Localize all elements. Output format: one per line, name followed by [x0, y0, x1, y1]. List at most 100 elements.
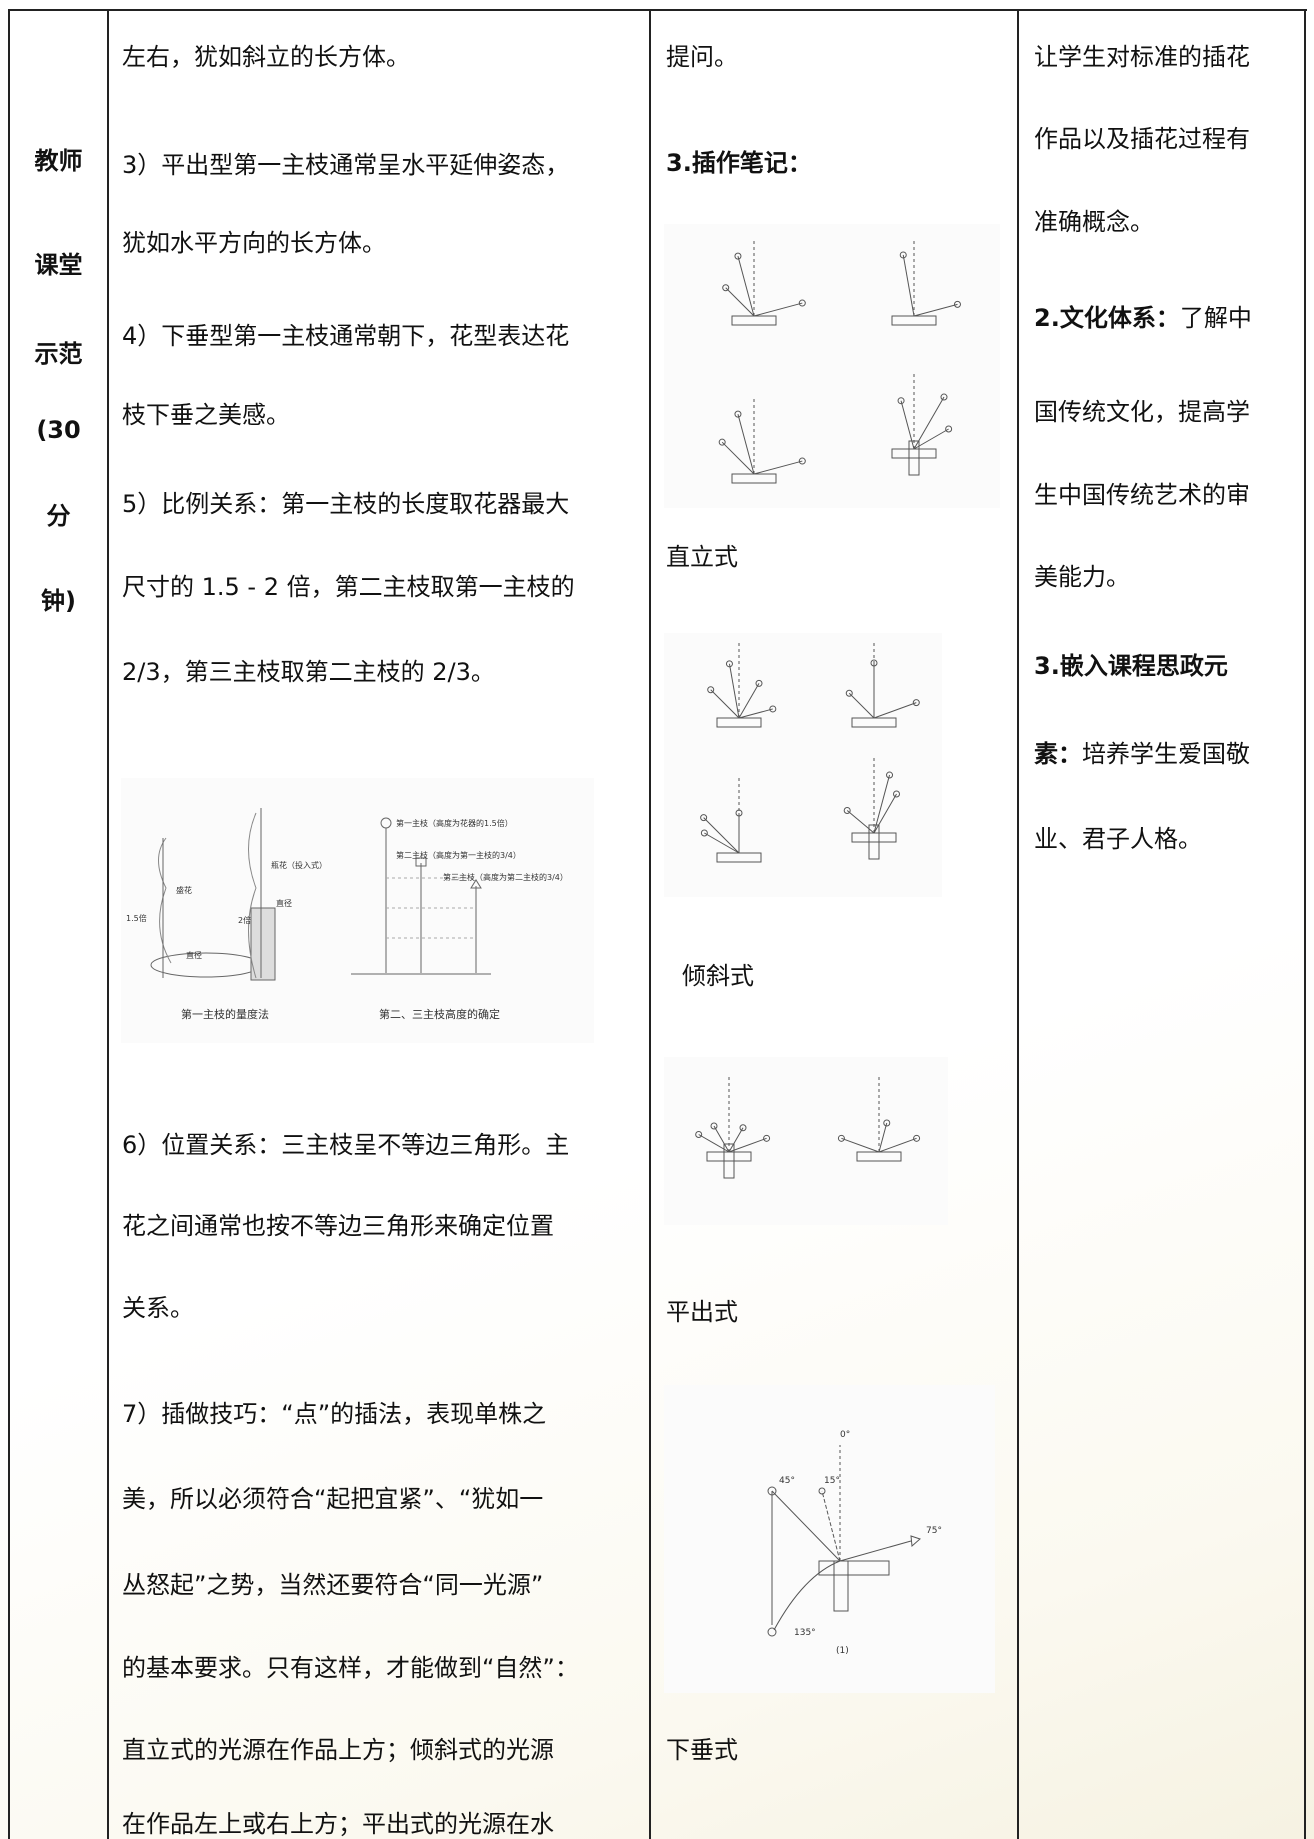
text-line: 国传统文化，提高学 [1034, 397, 1250, 427]
figure-label: 直径 [276, 898, 292, 908]
figure-shape [763, 1134, 771, 1142]
figure-shape [734, 252, 742, 260]
figure-label: 第一主枝（高度为花器的1.5倍） [396, 818, 513, 828]
text-run: 业、君子人格。 [1034, 825, 1202, 854]
figure-shape [891, 448, 937, 459]
text-line: 3.插作笔记： [666, 148, 812, 178]
figure-shape [848, 692, 875, 719]
text-line: (30 [36, 416, 81, 445]
figure-shape [250, 907, 276, 981]
figure-shape [870, 659, 878, 667]
figure-label: 直径 [186, 950, 202, 960]
text-line: 平出式 [666, 1297, 738, 1327]
figure-shape [873, 702, 917, 719]
table-border [107, 9, 109, 1839]
figure-shape [470, 879, 482, 889]
figure-shape [755, 679, 763, 687]
figure-shape [886, 771, 894, 779]
figure-shape [753, 460, 803, 475]
figure-label: 2倍 [238, 915, 251, 925]
figure-shape [707, 686, 715, 694]
text-line: 美，所以必须符合“起把宜紧”、“犹如一 [122, 1485, 544, 1514]
figure-shape [878, 1137, 917, 1153]
text-line: 左右，犹如斜立的长方体。 [122, 42, 410, 71]
figure-shape [798, 299, 806, 307]
text-line: 示范 [34, 339, 83, 368]
figure-shape [737, 255, 755, 317]
figure-shape [913, 396, 945, 450]
figure-shape [722, 284, 730, 292]
figure-label: 1.5倍 [126, 913, 147, 923]
figure-shape [415, 857, 427, 867]
figure: 第一主枝（高度为花器的1.5倍） 第二主枝（高度为第一主枝的3/4） 第三主枝（高度… [121, 778, 594, 1043]
figure-shape [913, 428, 949, 450]
figure-shape [910, 1535, 921, 1548]
text-line: 下垂式 [666, 1735, 738, 1765]
figure-shape [945, 425, 953, 433]
figure-shape [883, 1119, 891, 1127]
figure-shape [843, 807, 851, 815]
figure-shape [798, 457, 806, 465]
text-line: 尺寸的 1.5 - 2 倍，第二主枝取第一主枝的 [122, 572, 575, 601]
figure-shape [833, 1560, 849, 1612]
figure-label: 第二、三主枝高度的确定 [379, 1007, 500, 1021]
text-line: 倾斜式 [682, 961, 754, 991]
figure-label: 45° [779, 1476, 795, 1486]
figure-shape [728, 663, 740, 719]
text-line: 3.嵌入课程思政元 [1034, 651, 1228, 681]
text-run: 美能力。 [1034, 563, 1130, 592]
table-border [649, 9, 651, 1839]
figure-shape [897, 397, 905, 405]
figure-label: 75° [926, 1526, 942, 1536]
text-run: 3.嵌入课程思政元 [1034, 651, 1228, 680]
text-line: 教师 [34, 147, 83, 176]
figure-label: 第二主枝（高度为第一主枝的3/4） [396, 850, 521, 860]
figure-label: 瓶花（投入式） [271, 860, 327, 870]
figure-shape [721, 441, 755, 475]
text-run: 倾斜式 [682, 961, 754, 990]
figure [664, 1057, 948, 1225]
figure-shape [878, 1122, 888, 1153]
figure-shape [899, 251, 907, 259]
text-line: 准确概念。 [1034, 207, 1154, 237]
figure-shape [769, 705, 777, 713]
figure-shape [912, 699, 920, 707]
text-line: 素：培养学生爱国敬 [1034, 739, 1250, 769]
text-line: 生中国传统艺术的审 [1034, 480, 1250, 510]
text-run: 提问。 [666, 42, 738, 71]
text-line: 钟) [41, 587, 76, 616]
figure-shape [706, 1151, 752, 1162]
table-border [1304, 9, 1306, 1839]
text-line: 2/3，第三主枝取第二主枝的 2/3。 [122, 657, 495, 686]
text-run: 3.插作笔记： [666, 148, 812, 177]
text-line: 课堂 [34, 251, 83, 280]
figure-shape [737, 413, 755, 475]
figure-shape [700, 829, 708, 837]
text-line: 2.文化体系：了解中 [1034, 303, 1252, 333]
text-line: 提问。 [666, 42, 738, 72]
figure-shape [731, 473, 777, 484]
figure-shape [380, 817, 392, 829]
figure-label: (1) [836, 1646, 849, 1656]
figure-shape [913, 1134, 921, 1142]
text-line: 7）插做技巧：“点”的插法，表现单株之 [122, 1400, 547, 1429]
text-line: 3）平出型第一主枝通常呈水平延伸姿态， [122, 150, 570, 179]
figure-label: 0° [840, 1430, 850, 1440]
text-line: 关系。 [122, 1294, 194, 1323]
text-run: 直立式 [666, 543, 738, 572]
text-line: 在作品左上或右上方；平出式的光源在水 [122, 1810, 554, 1839]
text-line: 作品以及插花过程有 [1034, 124, 1250, 154]
figure-shape [695, 1131, 703, 1138]
text-line: 直立式 [666, 542, 738, 572]
figure-shape [753, 302, 803, 317]
figure-shape [851, 717, 897, 728]
figure-shape [728, 1127, 744, 1153]
figure-shape [893, 790, 900, 798]
figure-shape [700, 814, 708, 822]
figure-label: 15° [824, 1476, 840, 1486]
figure-shape [735, 809, 743, 817]
figure-shape [773, 1560, 841, 1631]
text-run: 国传统文化，提高学 [1034, 398, 1250, 427]
figure-shape [718, 438, 726, 446]
